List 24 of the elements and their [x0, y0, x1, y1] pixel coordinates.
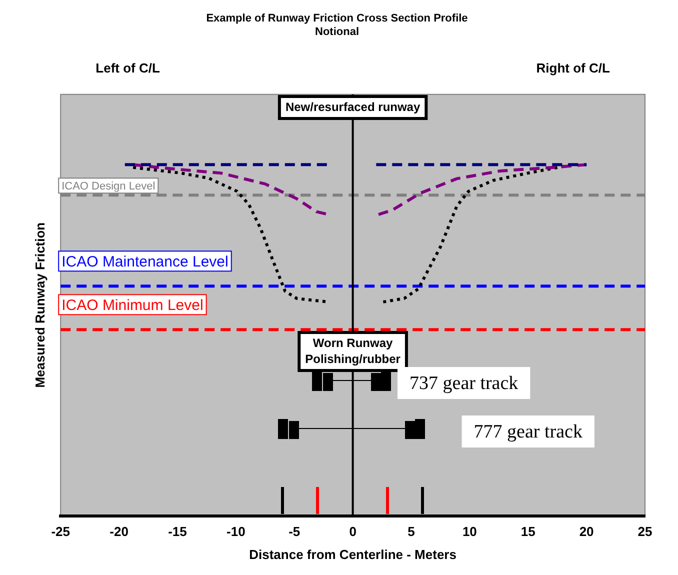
- ref-line-label: ICAO Design Level: [62, 180, 156, 193]
- x-tick-label: 10: [462, 524, 477, 540]
- annotation: 737 gear track: [410, 373, 519, 394]
- ref-line-label: ICAO Minimum Level: [62, 296, 204, 314]
- x-tick-label: 0: [349, 524, 356, 540]
- x-tick-label: 5: [408, 524, 415, 540]
- annotation: 777 gear track: [474, 422, 583, 443]
- x-axis-title: Distance from Centerline - Meters: [249, 546, 456, 562]
- x-tick-label: -25: [51, 524, 70, 540]
- text: Right of C/L: [536, 60, 610, 76]
- x-tick-label: -15: [168, 524, 187, 540]
- x-tick-label: -20: [110, 524, 128, 540]
- ref-line-label: ICAO Maintenance Level: [62, 253, 228, 270]
- chart-subtitle: Notional: [315, 26, 359, 38]
- text: Left of C/L: [96, 60, 160, 76]
- x-tick-label: -10: [226, 524, 246, 540]
- chart-title: Example of Runway Friction Cross Section Profile: [206, 12, 468, 25]
- text: New/resurfaced runway: [285, 100, 420, 114]
- x-tick-label: 20: [579, 524, 594, 540]
- y-axis-title: Measured Runway Friction: [32, 222, 48, 388]
- x-tick-label: 15: [520, 524, 536, 540]
- annotation: Worn Runway Polishing/rubber: [305, 336, 401, 366]
- x-tick-label: 25: [638, 524, 652, 540]
- x-tick-label: -5: [288, 524, 300, 540]
